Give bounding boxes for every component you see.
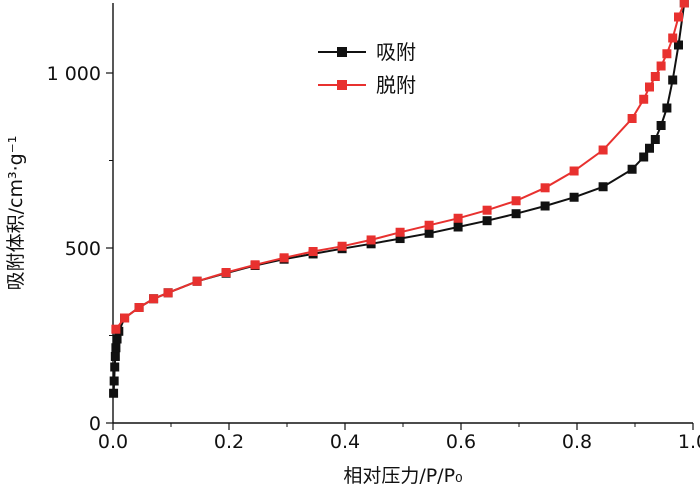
x-tick-label: 0.4 bbox=[330, 431, 360, 453]
data-point bbox=[656, 121, 666, 130]
data-point bbox=[120, 313, 130, 323]
data-point bbox=[109, 376, 119, 386]
data-point bbox=[511, 196, 521, 206]
data-point bbox=[134, 303, 144, 312]
data-point bbox=[679, 0, 689, 8]
data-point bbox=[337, 241, 347, 251]
series-desorption bbox=[111, 0, 689, 334]
data-point bbox=[424, 220, 434, 230]
x-tick-label: 0.2 bbox=[214, 431, 244, 453]
x-tick-label: 0.6 bbox=[446, 431, 476, 453]
data-point bbox=[424, 228, 434, 238]
data-point bbox=[395, 234, 405, 244]
data-point bbox=[627, 164, 637, 174]
data-point bbox=[569, 192, 579, 202]
data-point bbox=[662, 103, 672, 113]
legend-marker bbox=[337, 80, 347, 90]
data-point bbox=[482, 216, 492, 226]
data-point bbox=[308, 247, 318, 256]
data-point bbox=[668, 33, 678, 43]
data-point bbox=[366, 235, 376, 245]
data-point bbox=[112, 334, 122, 344]
data-point bbox=[639, 152, 649, 162]
y-tick-label: 0 bbox=[89, 413, 101, 435]
data-point bbox=[110, 362, 120, 372]
data-point bbox=[395, 227, 405, 237]
data-point bbox=[482, 205, 492, 215]
data-point bbox=[279, 253, 289, 263]
data-point bbox=[627, 114, 637, 123]
axes: 0.0 0.2 0.4 0.6 0.8 1.0 0 500 1 000 bbox=[47, 3, 700, 453]
data-point bbox=[511, 209, 521, 219]
y-tick-label: 1 000 bbox=[47, 63, 101, 85]
data-point bbox=[645, 143, 654, 153]
series-layer bbox=[109, 0, 689, 398]
data-point bbox=[540, 183, 550, 193]
data-point bbox=[650, 72, 660, 81]
data-point bbox=[598, 182, 608, 192]
y-axis-label: 吸附体积/cm³·g⁻¹ bbox=[5, 136, 27, 291]
data-point bbox=[111, 324, 121, 334]
legend-marker bbox=[337, 47, 347, 57]
data-point bbox=[250, 260, 260, 270]
data-point bbox=[674, 12, 683, 22]
data-point bbox=[149, 294, 159, 304]
data-point bbox=[650, 135, 660, 144]
legend-label: 吸附 bbox=[376, 40, 416, 64]
data-point bbox=[110, 352, 120, 361]
y-tick-label: 500 bbox=[65, 238, 101, 260]
x-tick-label: 0.0 bbox=[98, 431, 128, 453]
data-point bbox=[192, 276, 202, 286]
data-point bbox=[668, 75, 678, 85]
x-tick-label: 0.8 bbox=[562, 431, 592, 453]
x-tick-label: 1.0 bbox=[678, 431, 700, 453]
data-point bbox=[111, 343, 121, 353]
data-point bbox=[109, 388, 119, 398]
data-point bbox=[645, 82, 654, 92]
data-point bbox=[674, 40, 683, 50]
x-axis-label: 相对压力/P/P₀ bbox=[343, 465, 462, 487]
data-point bbox=[540, 201, 550, 211]
data-point bbox=[656, 61, 666, 71]
data-point bbox=[453, 213, 463, 223]
data-point bbox=[569, 166, 579, 176]
data-point bbox=[221, 268, 231, 277]
data-point bbox=[598, 145, 608, 155]
data-point bbox=[662, 49, 672, 59]
data-point bbox=[453, 222, 463, 232]
data-point bbox=[163, 288, 173, 298]
data-point bbox=[639, 94, 649, 104]
legend-label: 脱附 bbox=[376, 73, 416, 97]
